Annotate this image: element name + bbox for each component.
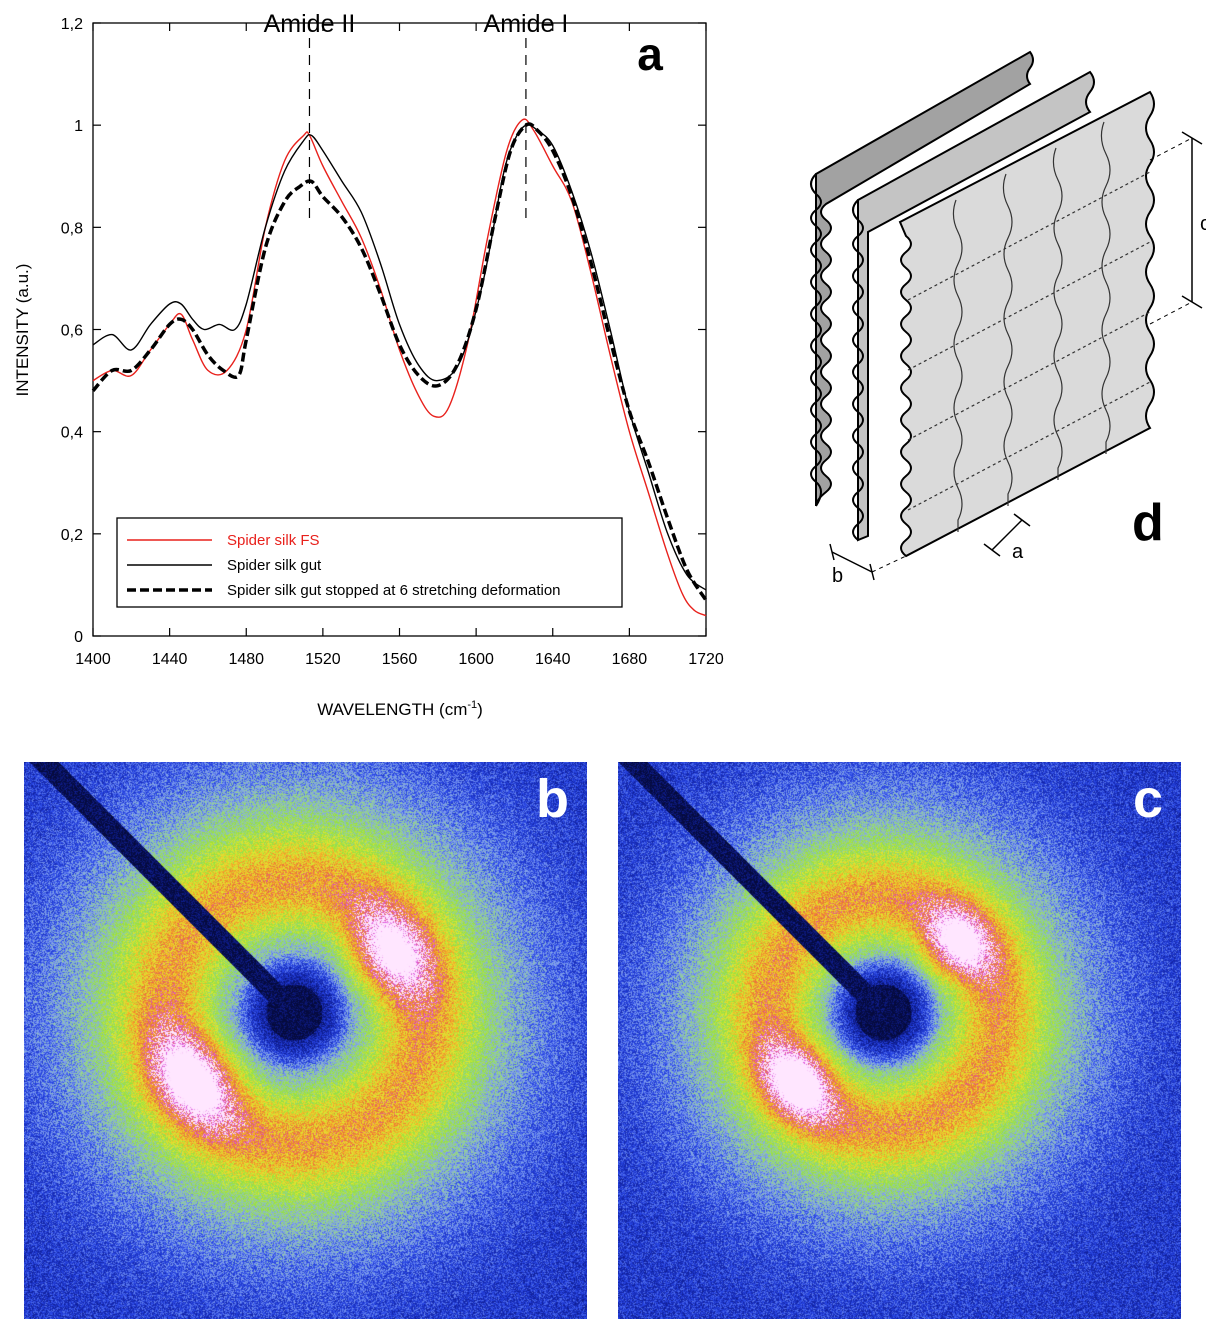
y-axis-label: INTENSITY (a.u.) [13, 264, 32, 397]
y-tick-label: 0,8 [61, 220, 83, 237]
annotation-label: Amide I [484, 10, 569, 38]
x-axis: 1400 1440 1480 1520 1560 1600 1640 1680 1720 [75, 23, 724, 668]
y-tick-label: 0,2 [61, 527, 83, 544]
series-line-3 [91, 122, 708, 602]
y-tick-label: 0,6 [61, 323, 83, 340]
x-tick-label: 1680 [612, 651, 648, 668]
front-sheet [898, 90, 1155, 558]
series-group [91, 118, 708, 617]
spectrum-chart: 1400 1440 1480 1520 1560 1600 1640 1680 1720 0 0,… [13, 10, 724, 719]
x-tick-label: 1600 [458, 651, 494, 668]
bond-lines [907, 171, 1151, 511]
panel-label-d: d [1132, 494, 1164, 552]
middle-sheet-edge [852, 199, 864, 541]
back-sheet [815, 50, 1034, 507]
x-tick-label: 1400 [75, 651, 111, 668]
y-tick-label: 0 [74, 629, 83, 646]
legend-entry: Spider silk FS [227, 532, 320, 549]
series-line-1 [92, 118, 707, 617]
legend: Spider silk FS Spider silk gut Spider silk… [116, 517, 623, 608]
strand-lines [952, 121, 1111, 532]
annotation-label: Amide II [264, 10, 356, 38]
x-tick-label: 1480 [228, 651, 264, 668]
sheet-structure-diagram: c a b d [810, 50, 1206, 587]
x-tick-label: 1640 [535, 651, 571, 668]
dimension-b [829, 543, 907, 581]
y-tick-label: 0,4 [61, 425, 83, 442]
xrd-pattern-c: c [618, 762, 1181, 1319]
xrd-image-b [24, 762, 587, 1319]
legend-entry: Spider silk gut [227, 557, 322, 574]
middle-sheet [857, 70, 1095, 542]
xrd-pattern-b: b [24, 762, 587, 1319]
dimension-a-label: a [1012, 541, 1024, 563]
back-sheet-edge [810, 173, 822, 507]
dimension-b-label: b [832, 565, 843, 587]
panel-label-a: a [637, 28, 663, 80]
series-line-2 [92, 124, 707, 591]
legend-entry: Spider silk gut stopped at 6 stretching … [227, 582, 561, 599]
xrd-image-c [618, 762, 1181, 1319]
dimension-c-label: c [1200, 213, 1206, 235]
y-axis: 0 0,2 0,4 0,6 0,8 1 1,2 [61, 16, 706, 646]
x-tick-label: 1720 [688, 651, 724, 668]
dimension-a [983, 513, 1031, 557]
panel-label-c: c [1132, 769, 1163, 829]
y-tick-label: 1,2 [61, 16, 83, 33]
panel-label-b: b [536, 769, 569, 829]
annotations: Amide II Amide I [264, 10, 569, 225]
legend-box [116, 517, 623, 608]
y-tick-label: 1 [74, 118, 83, 135]
x-axis-label: WAVELENGTH (cm-1) [317, 699, 483, 719]
dimension-c [1149, 131, 1203, 325]
x-tick-label: 1560 [382, 651, 418, 668]
x-tick-label: 1440 [152, 651, 188, 668]
x-tick-label: 1520 [305, 651, 341, 668]
